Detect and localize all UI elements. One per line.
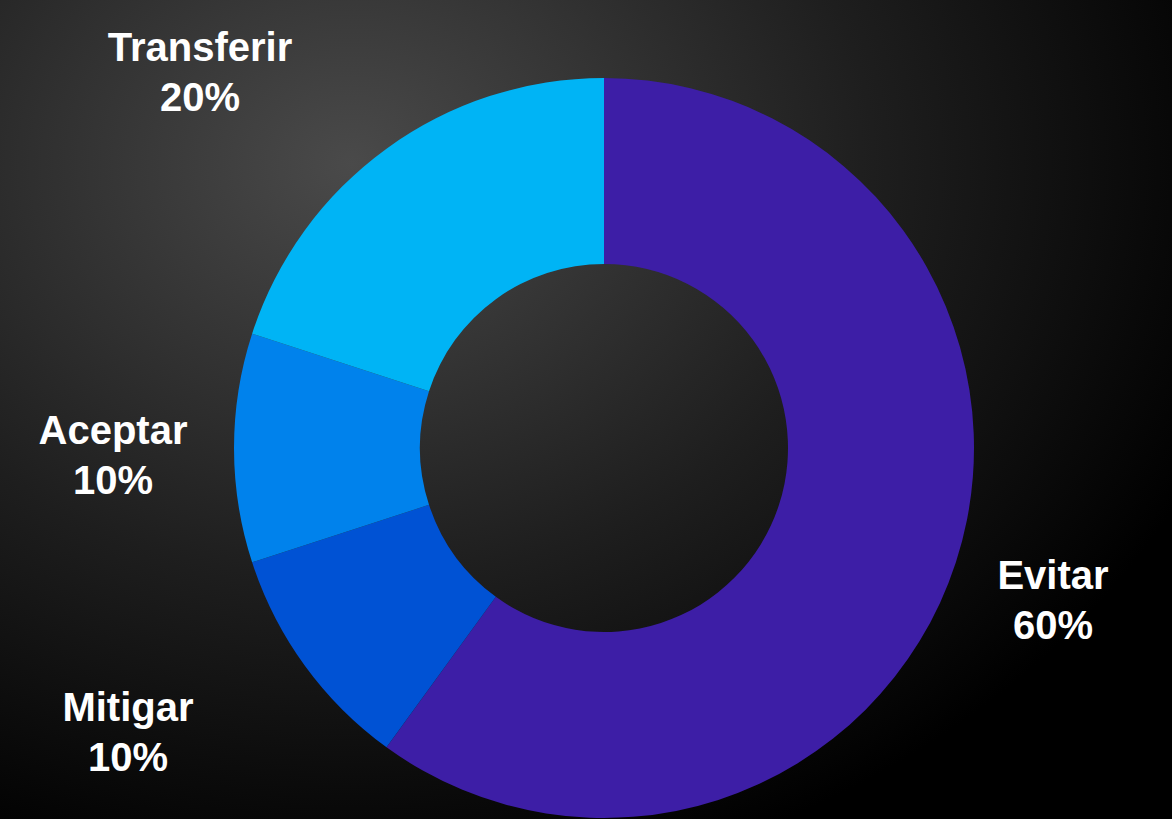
svg-text:Evitar: Evitar [997,553,1108,597]
svg-text:10%: 10% [88,735,168,779]
svg-text:Aceptar: Aceptar [39,408,188,452]
svg-text:10%: 10% [73,458,153,502]
svg-text:60%: 60% [1013,603,1093,647]
svg-text:20%: 20% [160,75,240,119]
svg-text:Mitigar: Mitigar [62,685,193,729]
svg-text:Transferir: Transferir [108,25,293,69]
